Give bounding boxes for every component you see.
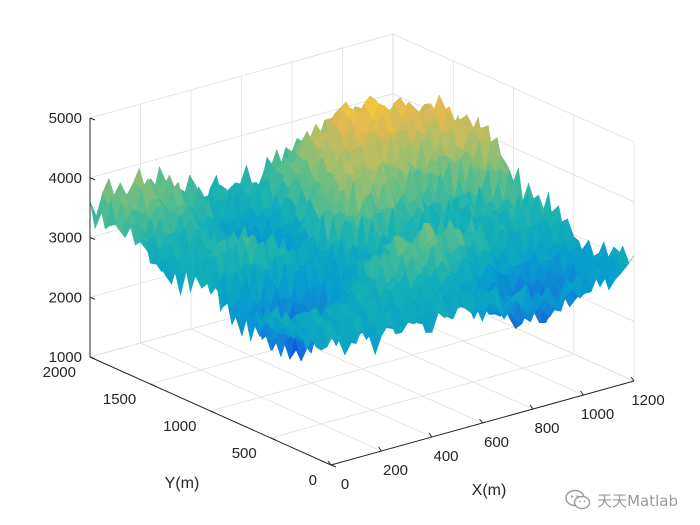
y-axis-label: Y(m) xyxy=(165,475,200,492)
x-tick-mark xyxy=(630,376,635,382)
x-tick-label: 600 xyxy=(484,434,509,451)
z-tick-labels: 1000 2000 3000 4000 5000 xyxy=(49,110,82,366)
axes xyxy=(89,117,635,468)
x-tick-label: 400 xyxy=(433,448,458,465)
y-tick-label: 0 xyxy=(309,472,317,489)
z-tick-mark xyxy=(89,356,96,360)
wechat-icon xyxy=(565,489,591,510)
y-tick-label: 500 xyxy=(232,445,257,462)
wall-grid-line xyxy=(392,33,635,143)
z-tick-label: 5000 xyxy=(49,110,82,127)
x-tick-mark xyxy=(327,460,332,466)
z-tick-mark xyxy=(89,237,96,240)
watermark-text: 天天Matlab xyxy=(597,491,678,510)
y-tick-mark xyxy=(330,464,337,468)
x-tick-mark xyxy=(479,418,483,424)
z-tick-label: 2000 xyxy=(49,289,82,306)
z-tick-mark xyxy=(89,296,96,300)
z-tick-mark xyxy=(89,117,96,121)
z-tick-mark xyxy=(89,177,96,181)
y-tick-mark xyxy=(150,383,156,387)
z-tick-label: 1000 xyxy=(49,349,82,366)
z-tick-label: 4000 xyxy=(49,170,82,187)
watermark: 天天Matlab xyxy=(565,489,678,511)
x-tick-label: 200 xyxy=(383,462,408,479)
wall-grid-line xyxy=(89,33,394,119)
y-tick-labels: 0 500 1000 1500 2000 xyxy=(43,364,317,489)
terrain-surface xyxy=(89,94,635,362)
x-tick-label: 1000 xyxy=(581,406,614,423)
floor-grid-line xyxy=(210,326,514,412)
x-tick-mark xyxy=(580,390,584,396)
y-tick-label: 1500 xyxy=(103,391,136,408)
x-tick-labels: 0 200 400 600 800 1000 1200 xyxy=(341,392,665,493)
x-axis-label: X(m) xyxy=(472,482,507,499)
x-tick-mark xyxy=(529,404,534,410)
y-tick-mark xyxy=(270,437,276,441)
x-tick-label: 800 xyxy=(534,420,559,437)
y-tick-mark xyxy=(210,410,216,414)
x-tick-mark xyxy=(428,432,433,438)
z-tick-label: 3000 xyxy=(49,230,82,247)
surface-patch xyxy=(325,326,338,346)
floor-grid-line xyxy=(270,353,574,439)
x-tick-label: 1200 xyxy=(631,392,664,409)
x-tick-mark xyxy=(378,446,382,452)
x-tick-label: 0 xyxy=(341,476,349,493)
y-tick-label: 2000 xyxy=(43,364,76,381)
y-tick-label: 1000 xyxy=(163,418,196,435)
surface-patch xyxy=(132,167,145,186)
